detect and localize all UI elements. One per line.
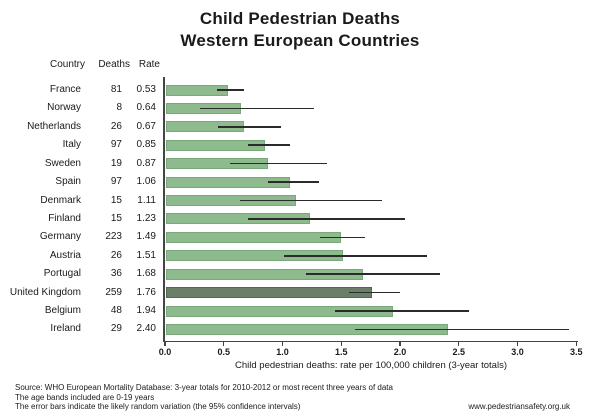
- error-bar-norway: [200, 107, 315, 110]
- row-label-united-kingdom: United Kingdom: [9, 286, 81, 298]
- deaths-value-denmark: 15: [110, 194, 122, 206]
- rate-value-germany: 1.49: [136, 231, 156, 243]
- deaths-value-belgium: 48: [110, 305, 122, 317]
- error-bar-belgium: [335, 310, 470, 312]
- x-tick-label-2.0: 2.0: [393, 346, 407, 357]
- chart-title-line2: Western European Countries: [180, 31, 420, 50]
- x-tick-2.0: [399, 342, 401, 346]
- chart-title-line1: Child Pedestrian Deaths: [199, 9, 401, 28]
- deaths-value-netherlands: 26: [110, 120, 122, 132]
- row-label-belgium: Belgium: [44, 305, 81, 317]
- deaths-value-sweden: 19: [110, 157, 122, 169]
- rate-value-portugal: 1.68: [136, 268, 156, 280]
- deaths-value-france: 81: [110, 84, 122, 95]
- x-tick-2.5: [458, 342, 460, 346]
- error-bar-france: [216, 89, 244, 91]
- rate-value-sweden: 0.87: [136, 157, 156, 169]
- x-tick-1.0: [281, 342, 284, 346]
- rate-value-austria: 1.51: [136, 249, 156, 261]
- row-label-netherlands: Netherlands: [27, 120, 81, 132]
- rate-value-finland: 1.23: [136, 212, 156, 224]
- error-bar-ireland: [355, 328, 570, 331]
- x-tick-label-1.0: 1.0: [276, 346, 289, 357]
- error-bar-spain: [268, 181, 319, 183]
- deaths-value-portugal: 36: [110, 268, 122, 280]
- x-tick-3.0: [516, 342, 519, 346]
- bar-united-kingdom: [165, 287, 373, 299]
- x-tick-label-0.0: 0.0: [158, 346, 172, 357]
- website-link: www.pedestriansafety.org.uk: [468, 402, 570, 411]
- deaths-value-italy: 97: [110, 139, 122, 151]
- error-bar-finland: [248, 218, 405, 220]
- rate-value-ireland: 2.40: [136, 323, 156, 335]
- row-label-sweden: Sweden: [44, 157, 81, 169]
- row-label-italy: Italy: [62, 139, 81, 151]
- x-axis-label: Child pedestrian deaths: rate per 100,00…: [235, 360, 507, 371]
- rate-value-belgium: 1.94: [136, 305, 156, 317]
- row-label-austria: Austria: [49, 249, 81, 261]
- deaths-value-norway: 8: [116, 102, 122, 114]
- deaths-value-germany: 223: [105, 231, 122, 243]
- deaths-value-ireland: 29: [110, 323, 122, 335]
- bar-germany: [165, 231, 341, 243]
- error-bar-austria: [283, 254, 428, 257]
- error-bar-sweden: [229, 162, 328, 165]
- rate-value-france: 0.53: [136, 84, 156, 95]
- x-tick-3.5: [575, 342, 577, 346]
- rate-value-netherlands: 0.67: [136, 120, 156, 132]
- error-bar-italy: [248, 144, 290, 147]
- row-label-spain: Spain: [55, 176, 81, 188]
- rate-value-norway: 0.64: [136, 102, 156, 114]
- row-label-ireland: Ireland: [50, 323, 81, 335]
- deaths-value-united-kingdom: 259: [105, 286, 122, 298]
- footnote-age-bands: The age bands included are 0-19 years: [15, 392, 155, 402]
- footnote-error-bars: The error bars indicate the likely rando…: [15, 402, 301, 411]
- deaths-value-finland: 15: [110, 212, 122, 224]
- row-label-finland: Finland: [48, 212, 81, 224]
- row-label-germany: Germany: [39, 231, 81, 243]
- x-axis: [163, 340, 578, 342]
- x-tick-0.5: [223, 342, 225, 346]
- column-header-rate: Rate: [138, 59, 160, 70]
- row-label-portugal: Portugal: [43, 268, 81, 280]
- column-header-country: Country: [49, 59, 85, 70]
- x-tick-1.5: [340, 342, 342, 346]
- deaths-value-spain: 97: [110, 176, 122, 188]
- y-axis: [163, 77, 165, 342]
- row-label-france: France: [49, 84, 81, 95]
- error-bar-germany: [320, 236, 365, 239]
- x-tick-0.0: [164, 342, 166, 346]
- x-tick-label-3.5: 3.5: [569, 346, 583, 357]
- x-tick-label-2.5: 2.5: [452, 346, 465, 357]
- error-bar-denmark: [240, 199, 383, 202]
- row-label-denmark: Denmark: [40, 194, 81, 206]
- footnote-source: Source: WHO European Mortality Database:…: [15, 383, 393, 392]
- column-header-deaths: Deaths: [98, 59, 130, 70]
- deaths-value-austria: 26: [110, 249, 122, 261]
- rate-value-italy: 0.85: [136, 139, 156, 151]
- error-bar-united-kingdom: [349, 291, 400, 294]
- row-label-norway: Norway: [47, 102, 81, 114]
- error-bar-netherlands: [217, 126, 282, 128]
- x-tick-label-3.0: 3.0: [511, 346, 524, 357]
- error-bar-portugal: [306, 273, 440, 275]
- x-tick-label-1.5: 1.5: [334, 346, 348, 357]
- rate-value-united-kingdom: 1.76: [136, 286, 156, 298]
- rate-value-spain: 1.06: [136, 176, 156, 188]
- rate-value-denmark: 1.11: [137, 194, 156, 206]
- x-tick-label-0.5: 0.5: [217, 346, 230, 357]
